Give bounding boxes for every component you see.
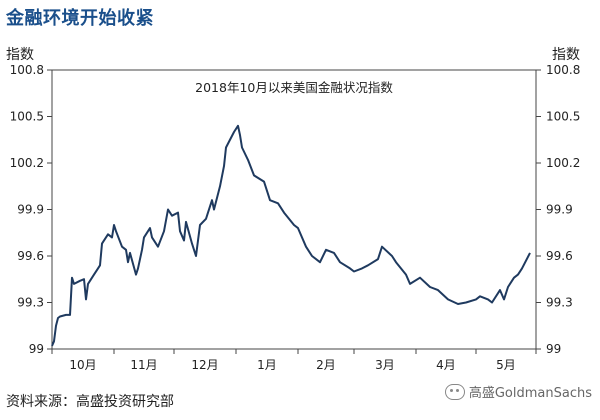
x-tick-label: 10月 [69, 358, 96, 372]
y-tick-label-right: 100.2 [546, 156, 580, 170]
x-tick-label: 2月 [316, 358, 336, 372]
y-tick-label-right: 100.8 [546, 63, 580, 77]
right-axis-unit: 指数 [552, 47, 580, 63]
y-tick-label-right: 100.5 [546, 110, 580, 124]
y-tick-label-left: 99.6 [17, 249, 44, 263]
y-tick-label-left: 100.2 [10, 156, 44, 170]
y-tick-label-left: 100.5 [10, 110, 44, 124]
right-y-axis: 99 99.3 99.6 99.9 100.2 100.5 100.8 [536, 63, 580, 356]
source-note: 资料来源：高盛投资研究部 [6, 394, 174, 410]
x-tick-label: 4月 [436, 358, 456, 372]
x-axis: 10月 11月 12月 1月 2月 3月 4月 5月 [51, 349, 537, 372]
y-tick-label-right: 99.6 [546, 249, 573, 263]
watermark: 高盛GoldmanSachs [444, 382, 592, 401]
y-tick-label-right: 99 [546, 342, 561, 356]
series-line [51, 124, 531, 347]
x-tick-label: 3月 [375, 358, 395, 372]
wechat-icon [444, 383, 465, 400]
watermark-text: 高盛GoldmanSachs [468, 386, 592, 401]
y-tick-label-left: 100.8 [10, 63, 44, 77]
x-tick-label: 1月 [257, 358, 277, 372]
x-tick-label: 11月 [130, 358, 157, 372]
y-tick-label-left: 99 [29, 342, 44, 356]
y-tick-label-right: 99.3 [546, 296, 573, 310]
x-tick-label: 5月 [496, 358, 516, 372]
left-y-axis: 99 99.3 99.6 99.9 100.2 100.5 100.8 [10, 63, 52, 356]
y-tick-label-left: 99.3 [17, 296, 44, 310]
y-tick-label-right: 99.9 [546, 203, 573, 217]
chart-title: 2018年10月以来美国金融状况指数 [195, 80, 393, 95]
x-tick-label: 12月 [191, 358, 218, 372]
y-tick-label-left: 99.9 [17, 203, 44, 217]
page-title: 金融环境开始收紧 [6, 8, 154, 29]
left-axis-unit: 指数 [6, 47, 34, 63]
plot-frame [51, 69, 537, 350]
